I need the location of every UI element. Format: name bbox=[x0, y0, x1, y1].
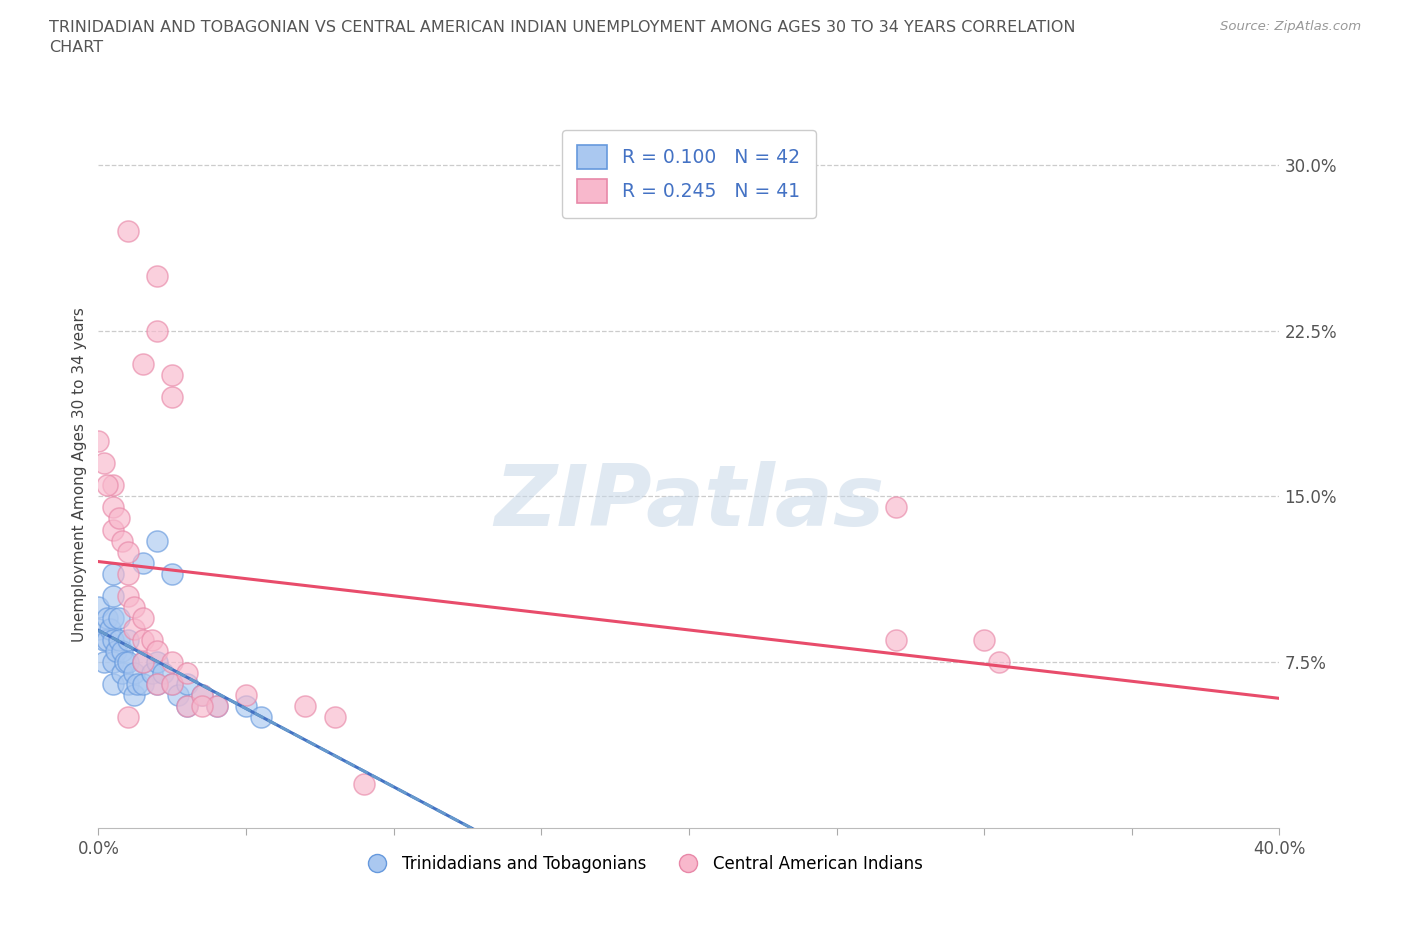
Point bbox=[323, 710, 346, 724]
Point bbox=[93, 456, 115, 471]
Point bbox=[988, 655, 1011, 670]
Point bbox=[132, 632, 155, 647]
Point bbox=[103, 610, 125, 625]
Point bbox=[146, 677, 169, 692]
Point bbox=[146, 324, 169, 339]
Point bbox=[117, 224, 139, 239]
Point bbox=[96, 610, 118, 625]
Text: TRINIDADIAN AND TOBAGONIAN VS CENTRAL AMERICAN INDIAN UNEMPLOYMENT AMONG AGES 30: TRINIDADIAN AND TOBAGONIAN VS CENTRAL AM… bbox=[49, 20, 1076, 35]
Point bbox=[87, 433, 110, 448]
Point bbox=[176, 677, 198, 692]
Point bbox=[235, 698, 257, 713]
Point bbox=[146, 268, 169, 283]
Point bbox=[146, 644, 169, 658]
Point bbox=[141, 666, 163, 681]
Point bbox=[122, 688, 145, 703]
Point bbox=[117, 677, 139, 692]
Point bbox=[103, 500, 125, 515]
Point bbox=[250, 710, 273, 724]
Point bbox=[176, 666, 198, 681]
Point bbox=[132, 677, 155, 692]
Point bbox=[162, 390, 183, 405]
Point bbox=[152, 666, 174, 681]
Point bbox=[117, 655, 139, 670]
Point bbox=[87, 621, 110, 636]
Point bbox=[205, 698, 228, 713]
Point bbox=[117, 544, 139, 559]
Point bbox=[162, 677, 183, 692]
Text: Source: ZipAtlas.com: Source: ZipAtlas.com bbox=[1220, 20, 1361, 33]
Point bbox=[111, 533, 134, 548]
Point bbox=[111, 644, 134, 658]
Point bbox=[96, 632, 118, 647]
Text: CHART: CHART bbox=[49, 40, 103, 55]
Point bbox=[122, 600, 145, 615]
Point bbox=[103, 632, 125, 647]
Point bbox=[108, 512, 131, 526]
Point bbox=[103, 566, 125, 581]
Point bbox=[162, 677, 183, 692]
Point bbox=[132, 356, 155, 371]
Point bbox=[117, 566, 139, 581]
Y-axis label: Unemployment Among Ages 30 to 34 years: Unemployment Among Ages 30 to 34 years bbox=[72, 307, 87, 642]
Point bbox=[103, 677, 125, 692]
Point bbox=[205, 698, 228, 713]
Point bbox=[132, 610, 155, 625]
Point bbox=[191, 688, 214, 703]
Point bbox=[146, 677, 169, 692]
Point bbox=[114, 655, 136, 670]
Point bbox=[93, 655, 115, 670]
Point bbox=[353, 776, 375, 790]
Point bbox=[98, 621, 121, 636]
Point bbox=[122, 666, 145, 681]
Point bbox=[176, 698, 198, 713]
Point bbox=[103, 478, 125, 493]
Point bbox=[103, 522, 125, 537]
Point bbox=[235, 688, 257, 703]
Point bbox=[162, 566, 183, 581]
Point bbox=[111, 666, 134, 681]
Point bbox=[117, 632, 139, 647]
Point bbox=[294, 698, 316, 713]
Point bbox=[117, 710, 139, 724]
Point bbox=[141, 632, 163, 647]
Point bbox=[162, 655, 183, 670]
Point bbox=[108, 610, 131, 625]
Point bbox=[884, 632, 907, 647]
Point bbox=[96, 478, 118, 493]
Point bbox=[132, 655, 155, 670]
Point bbox=[146, 533, 169, 548]
Point bbox=[167, 688, 190, 703]
Legend: Trinidadians and Tobagonians, Central American Indians: Trinidadians and Tobagonians, Central Am… bbox=[354, 848, 929, 880]
Text: ZIPatlas: ZIPatlas bbox=[494, 461, 884, 544]
Point bbox=[191, 698, 214, 713]
Point bbox=[93, 632, 115, 647]
Point bbox=[103, 655, 125, 670]
Point bbox=[973, 632, 995, 647]
Point bbox=[87, 600, 110, 615]
Point bbox=[162, 367, 183, 382]
Point bbox=[884, 500, 907, 515]
Point bbox=[125, 677, 148, 692]
Point bbox=[103, 589, 125, 604]
Point bbox=[146, 655, 169, 670]
Point bbox=[191, 688, 214, 703]
Point bbox=[108, 632, 131, 647]
Point bbox=[132, 555, 155, 570]
Point bbox=[105, 644, 128, 658]
Point bbox=[132, 655, 155, 670]
Point bbox=[176, 698, 198, 713]
Point bbox=[122, 621, 145, 636]
Point bbox=[117, 589, 139, 604]
